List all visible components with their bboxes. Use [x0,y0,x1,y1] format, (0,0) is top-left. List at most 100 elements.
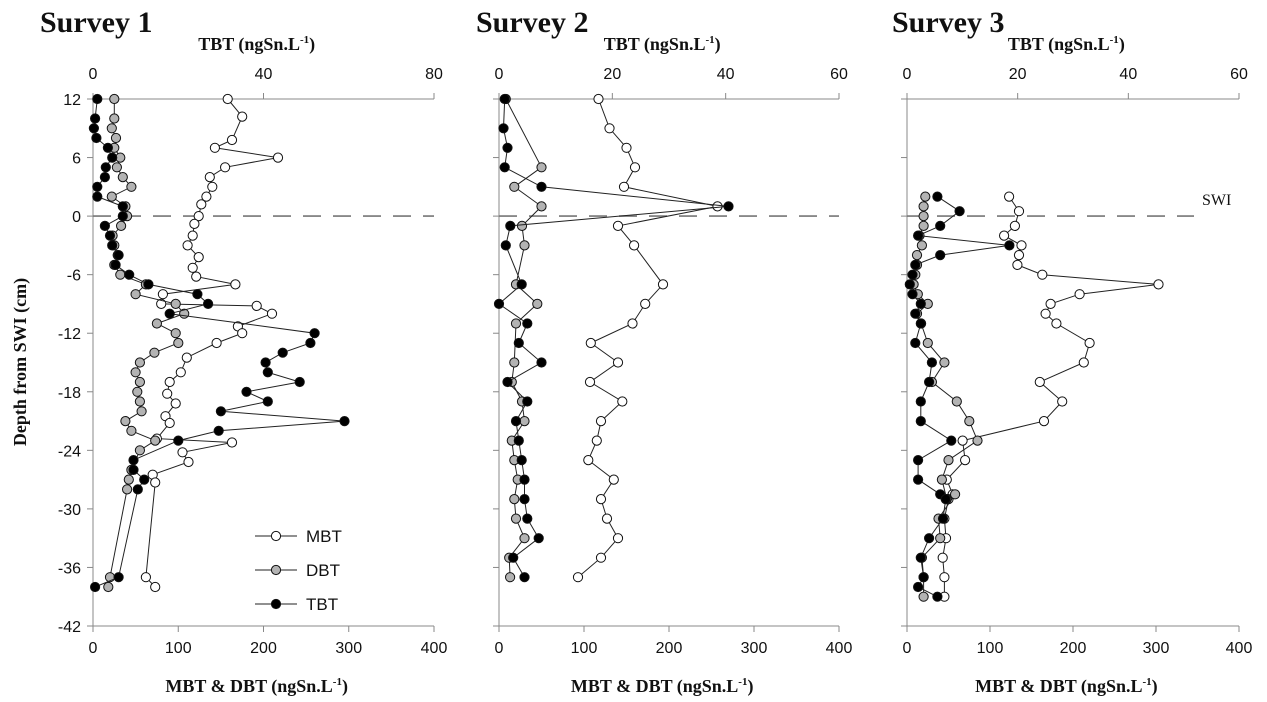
panel1-tbt-point [128,455,139,466]
panel3-dbt-point [918,220,929,231]
panel1-dbt-point [132,386,143,397]
panel2-bottom-axis-title-close: ) [747,676,753,697]
panel3-mbt-point [1012,259,1023,270]
panel2-mbt-point [572,572,584,583]
legend-dbt-label: DBT [306,561,340,580]
panel3-mbt-point [1040,308,1051,319]
panel1-tbt-point [294,376,305,388]
panel3-tbt-point [913,474,924,485]
panel2-mbt-point [585,337,596,349]
panel1-dbt-point [134,376,145,388]
panel1-mbt-point [187,230,198,241]
panel1-tbt-point [213,425,224,436]
panel1-tbt-point [128,464,139,475]
panel1-tbt-point [99,172,111,183]
panel1-mbt-point [251,300,262,311]
panel2-top-axis-title-close: ) [715,34,721,55]
panel1-mbt-point [191,271,202,282]
panel2-mbt-point [640,298,651,309]
panel1-tbt-point [241,386,252,397]
panel1-y-tick-label: -42 [58,619,81,636]
panel1-tbt-point [88,123,100,134]
panel2-dbt-point [505,572,516,583]
panel1-dbt-line [107,99,186,588]
panel3-mbt-point [1034,376,1045,388]
panel2-x2-tick-label: 40 [717,66,735,83]
panel1-tbt-point [262,396,273,407]
panel1-tbt-point [90,113,101,124]
legend-mbt-label: MBT [306,527,342,546]
panel1-mbt-point [183,456,194,468]
panel3-top-axis-title-superscript: -1 [1110,34,1119,46]
panel1-dbt-point [116,220,127,231]
panel1-tbt-point [92,191,103,202]
panel2-dbt-point [510,318,522,329]
panel1-x2-tick-label: 0 [89,66,98,83]
panel3-tbt-point [935,220,946,231]
panel1-mbt-point [207,181,218,192]
panel1-dbt-point [134,445,145,456]
panel1-mbt-point [211,337,222,349]
panel3-mbt-point [1051,318,1062,329]
panel1-tbt-point [91,132,102,144]
panel1-mbt-point [230,279,241,290]
panel3-top-axis-title: TBT (ngSn.L-1) [1008,34,1125,55]
panel1-bottom-axis-title-superscript: -1 [333,676,342,688]
panel1-mbt-point [189,218,200,229]
panel3-dbt-point [939,357,950,368]
panel3-tbt-point [910,337,921,349]
panel1-y-tick-label: -6 [67,268,81,285]
panel1-mbt-point [164,376,175,388]
panel3-mbt-point [957,435,968,446]
panel3-mbt-point [999,230,1010,241]
panel2-tbt-point [519,572,530,583]
panel2-x2-tick-label: 60 [830,66,848,83]
panel3-x-tick-label: 400 [1226,640,1253,657]
panel1-y-tick-label: 0 [72,209,81,226]
panel1-x-tick-label: 400 [421,640,448,657]
panel2-tbt-point [522,396,533,407]
panel1-mbt-point [193,211,204,222]
panel2-tbt-point [516,455,527,466]
panel3-tbt-point [924,533,935,544]
panel1-tbt-point [104,230,116,241]
panel3-bottom-axis-title-close: ) [1152,676,1158,697]
panel1-y-tick-label: 6 [72,151,81,168]
panel2-mbt-point [629,162,641,173]
panel1-dbt-point [106,123,117,134]
panel1-dbt-point [134,357,145,368]
panel3-dbt-point [972,435,983,446]
panel1-mbt-point [170,398,181,409]
panel3-tbt-point [910,259,921,270]
panel2-tbt-point [516,279,527,290]
panel2-dbt-point [519,533,530,544]
panel1-dbt-point [150,435,161,446]
panel2-tbt-point [499,162,510,173]
panel1-mbt-point [150,477,161,488]
panel2-dbt-point [536,162,547,173]
panel1-mbt-point [266,308,278,319]
panel3-tbt-point [910,308,921,319]
panel1-top-axis-title-text: TBT (ngSn.L [198,34,300,55]
panel1-dbt-point [120,416,131,427]
panel2-x2-tick-label: 0 [495,66,504,83]
panel3-bottom-axis-title-superscript: -1 [1142,676,1151,688]
panel2-dbt-point [509,494,520,505]
panel3-tbt-point [940,494,951,505]
panel1-tbt-point [309,328,320,339]
panel3-tbt-point [913,230,924,241]
panel3-dbt-point [943,455,954,466]
panel1-dbt-point [111,162,123,173]
panel3-top-axis-title-close: ) [1119,34,1125,55]
panel3-tbt-point [946,435,957,446]
panel1-y-tick-label: 12 [63,92,81,109]
panel3-x2-tick-label: 60 [1230,66,1248,83]
panel1-mbt-point [177,447,188,458]
panel1-bottom-axis-title-close: ) [342,676,348,697]
panel2-dbt-point [516,220,528,231]
panel1-y-tick-label: -12 [58,326,81,343]
panel2-tbt-point [536,357,547,368]
panel3-tbt-point [932,591,943,602]
panel2-tbt-point [493,298,505,309]
